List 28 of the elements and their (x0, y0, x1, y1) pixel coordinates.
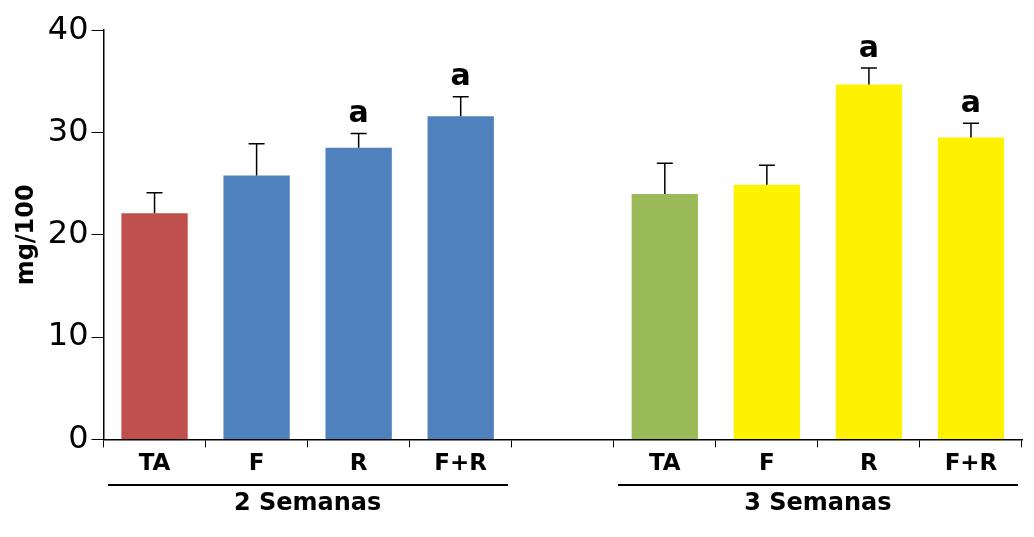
y-tick-label: 10 (47, 315, 89, 354)
x-tick-label: TA (648, 449, 681, 476)
x-tick-label: F (759, 449, 775, 476)
data-label: a (348, 94, 369, 130)
x-tick-label: F (248, 449, 265, 476)
bar (427, 116, 494, 439)
bar (733, 184, 801, 439)
bar (631, 193, 698, 439)
bar (835, 84, 903, 439)
data-label: a (450, 57, 471, 93)
bar (121, 213, 188, 439)
data-label: a (960, 84, 982, 120)
bar (325, 147, 392, 439)
y-tick-label: 0 (68, 417, 89, 456)
y-tick-label: 40 (47, 8, 89, 47)
data-label: a (858, 28, 880, 64)
y-tick-label: 30 (47, 110, 89, 149)
x-tick-label: F+R (434, 449, 488, 476)
x-tick-label: TA (138, 449, 171, 476)
y-tick-label: 20 (47, 213, 89, 252)
x-tick-label: R (349, 449, 368, 476)
x-tick-label: F+R (944, 449, 998, 476)
bar (223, 175, 290, 439)
bar (937, 137, 1005, 439)
y-axis-title: mg/100 (10, 184, 39, 286)
x-tick-label: R (860, 449, 879, 476)
text: 3 Semanas (744, 487, 892, 516)
text: 2 Semanas (233, 487, 382, 516)
